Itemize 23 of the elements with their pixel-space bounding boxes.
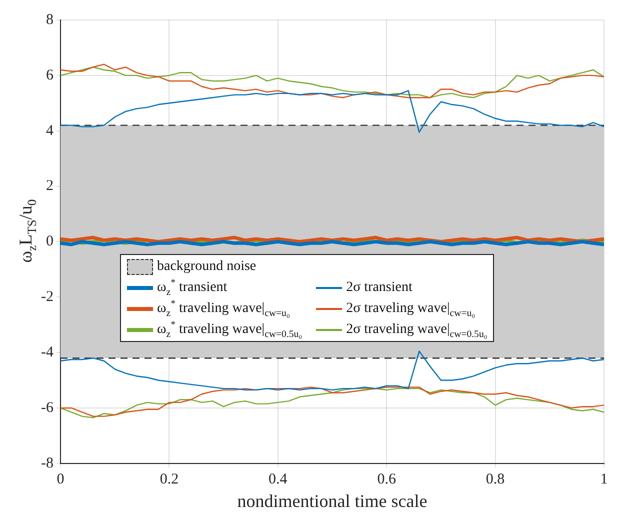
- x-tick-label: 0.6: [377, 471, 396, 488]
- x-tick-label: 1: [600, 471, 608, 488]
- y-tick-label: 8: [46, 12, 54, 28]
- x-tick-label: 0.2: [160, 471, 179, 488]
- y-tick-label: 6: [46, 67, 54, 84]
- legend-label: ω$_{z}$$^{*}$ traveling wave|$_{cw=u₀}$: [157, 298, 290, 319]
- y-tick-label: 2: [46, 178, 54, 194]
- legend-label: ω$_{z}$$^{*}$ transient: [157, 277, 228, 298]
- y-tick-label: 4: [46, 122, 54, 139]
- y-tick-label: -8: [40, 455, 54, 472]
- y-tick-label: -2: [40, 289, 54, 306]
- x-tick-label: 0.4: [268, 471, 288, 488]
- legend-label: 2σ traveling wave|$_{cw=0.5u₀}$: [346, 322, 488, 340]
- y-tick-label: -6: [40, 400, 54, 416]
- x-tick-label: 0.8: [486, 471, 505, 488]
- legend-label: 2σ transient: [346, 280, 412, 295]
- x-tick-label: 0: [56, 471, 64, 488]
- band-label: background noise: [157, 259, 256, 274]
- y-tick-label: 0: [46, 234, 54, 250]
- x-axis-title: nondimentional time scale: [237, 490, 428, 511]
- y-tick-label: -4: [40, 344, 54, 360]
- legend-label: ω$_{z}$$^{*}$ traveling wave|$_{cw=0.5u₀}$: [157, 319, 302, 340]
- legend-label: 2σ traveling wave|$_{cw=u₀}$: [346, 301, 476, 319]
